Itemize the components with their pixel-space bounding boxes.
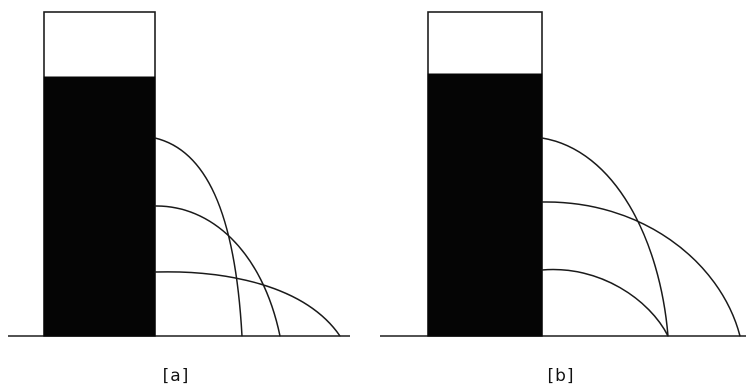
panel-a-label: [a] [162,366,190,386]
panel-b-label: [b] [547,366,575,386]
jet-b-middle [541,201,741,337]
panel-b [380,11,746,337]
jet-a-top [154,137,243,337]
jet-a-bottom [154,271,341,337]
panel-a [8,11,350,337]
tank-b-water [427,73,543,337]
jet-a-middle [154,205,281,337]
jet-b-top [541,137,669,337]
tank-a-water [43,76,156,337]
jet-b-bottom [541,268,669,337]
